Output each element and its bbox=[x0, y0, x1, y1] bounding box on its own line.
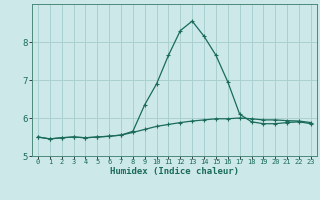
X-axis label: Humidex (Indice chaleur): Humidex (Indice chaleur) bbox=[110, 167, 239, 176]
